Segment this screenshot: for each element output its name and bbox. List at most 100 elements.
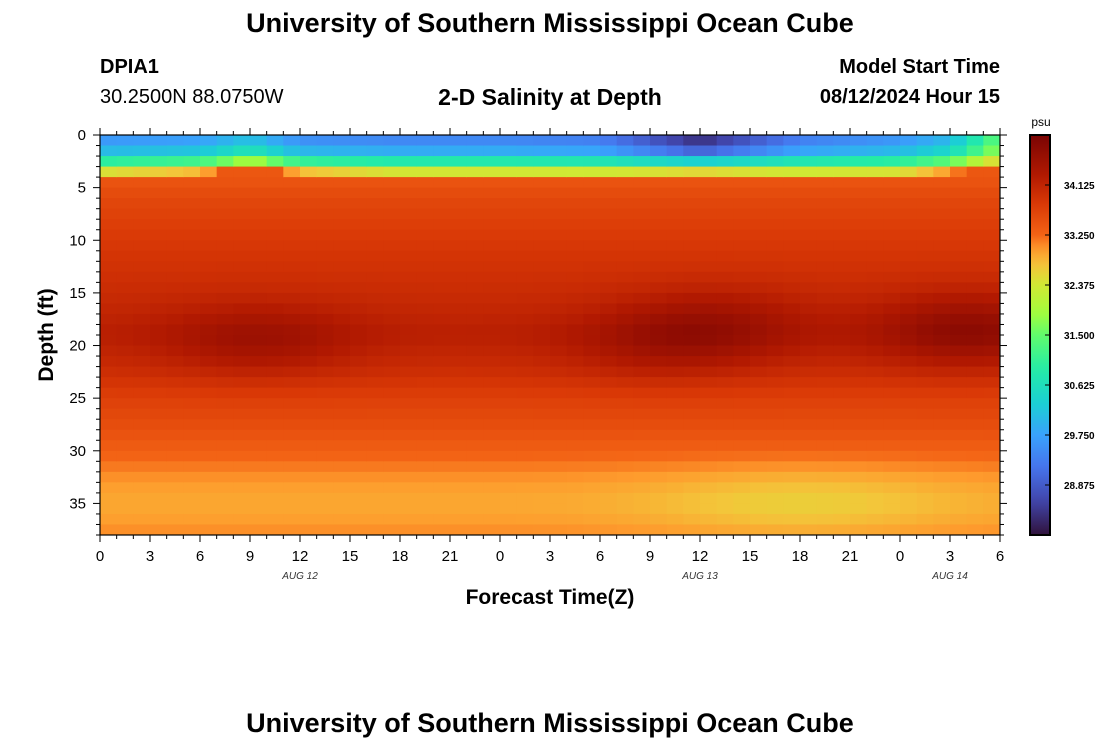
heatmap-cell [166,261,184,273]
heatmap-cell [516,387,534,399]
heatmap-cell [550,377,568,389]
heatmap-cell [483,292,501,305]
heatmap-cell [500,166,518,178]
heatmap-cell [716,292,734,305]
heatmap-cell [800,471,818,483]
heatmap-cell [316,419,334,431]
heatmap-cell [766,229,784,241]
heatmap-cell [116,524,134,535]
heatmap-cell [300,250,318,262]
heatmap-cell [250,513,268,526]
heatmap-cell [300,450,318,462]
heatmap-cell [300,282,318,294]
heatmap-cell [466,408,484,420]
heatmap-cell [816,471,834,483]
heatmap-cell [950,187,968,199]
y-axis-label: Depth (ft) [35,288,58,381]
heatmap-cell [850,366,868,378]
heatmap-cell [500,187,518,199]
heatmap-cell [833,166,851,178]
heatmap-cell [150,303,168,315]
heatmap-cell [250,356,268,368]
heatmap-cell [283,377,301,389]
heatmap-cell [800,135,818,147]
heatmap-cell [433,513,451,526]
heatmap-cell [250,419,268,431]
heatmap-cell [900,335,918,347]
heatmap-cell [383,408,401,420]
heatmap-cell [316,503,334,515]
heatmap-cell [383,366,401,378]
heatmap-cell [150,492,168,505]
heatmap-cell [883,282,901,294]
heatmap-cell [950,156,968,168]
heatmap-cell [483,250,501,262]
heatmap-cell [166,292,184,305]
heatmap-cell [366,271,384,283]
heatmap-cell [150,229,168,241]
heatmap-cell [516,419,534,431]
heatmap-cell [633,440,651,452]
heatmap-cell [966,240,984,252]
heatmap-cell [150,156,168,168]
heatmap-cell [450,271,468,283]
heatmap-cell [733,398,751,410]
heatmap-cell [600,471,618,483]
heatmap-cell [650,240,668,252]
heatmap-cell [416,271,434,283]
heatmap-cell [600,461,618,473]
heatmap-cell [983,503,1000,515]
heatmap-cell [266,377,284,389]
heatmap-cell [800,156,818,168]
heatmap-cell [200,450,218,462]
heatmap-cell [733,208,751,220]
heatmap-cell [816,419,834,431]
heatmap-cell [600,345,618,357]
heatmap-cell [566,250,584,262]
heatmap-cell [733,335,751,347]
heatmap-cell [616,282,634,294]
heatmap-cell [400,135,418,147]
heatmap-cell [366,335,384,347]
heatmap-cell [883,187,901,199]
heatmap-cell [666,492,684,505]
heatmap-cell [300,313,318,326]
heatmap-cell [250,524,268,535]
heatmap-cell [716,187,734,199]
heatmap-cell [866,450,884,462]
heatmap-cell [450,440,468,452]
heatmap-cell [400,335,418,347]
heatmap-cell [766,366,784,378]
x-tick-label: 6 [196,548,204,565]
heatmap-cell [900,208,918,220]
heatmap-cell [850,356,868,368]
heatmap-cell [450,450,468,462]
heatmap-cell [566,198,584,210]
heatmap-cell [483,377,501,389]
heatmap-cell [816,450,834,462]
heatmap-cell [266,313,284,326]
heatmap-cell [466,229,484,241]
heatmap-cell [400,408,418,420]
heatmap-cell [900,250,918,262]
heatmap-cell [816,292,834,305]
heatmap-cell [550,313,568,326]
heatmap-cell [916,471,934,483]
heatmap-cell [500,240,518,252]
heatmap-cell [583,135,601,147]
heatmap-cell [700,313,718,326]
heatmap-cell [700,240,718,252]
heatmap-cell [600,450,618,462]
heatmap-cell [366,377,384,389]
heatmap-cell [733,377,751,389]
heatmap-cell [716,303,734,315]
heatmap-cell [500,208,518,220]
heatmap-cell [650,482,668,494]
heatmap-cell [283,429,301,441]
heatmap-cell [666,482,684,494]
heatmap-cell [533,419,551,431]
heatmap-cell [733,292,751,305]
heatmap-cell [366,524,384,535]
heatmap-cell [400,198,418,210]
heatmap-cell [483,208,501,220]
